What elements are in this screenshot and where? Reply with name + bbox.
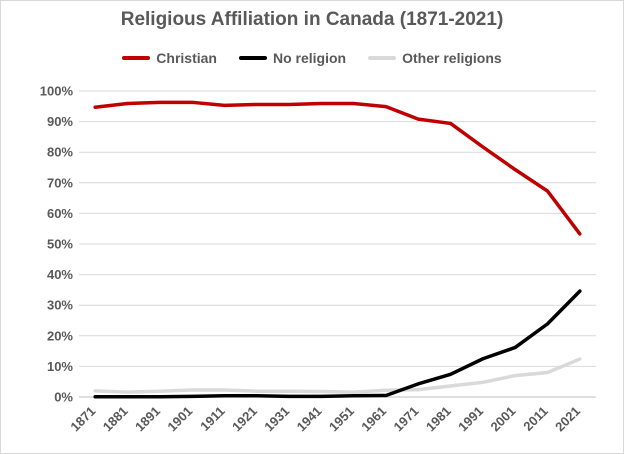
legend-swatch-other-religions: [368, 56, 397, 60]
other-religions-series-line: [93, 357, 582, 394]
x-tick-label: 1911: [197, 403, 228, 434]
x-tick-label: 1941: [294, 403, 325, 434]
legend-label-no-religion: No religion: [272, 50, 347, 66]
x-tick-label: 1871: [67, 403, 98, 434]
x-tick-label: 1951: [326, 403, 357, 434]
chart-title: Religious Affiliation in Canada (1871-20…: [120, 9, 504, 30]
y-tick-label: 100%: [40, 84, 74, 99]
x-tick-label: 1891: [132, 403, 163, 434]
christian-series-line: [93, 100, 582, 236]
y-tick-label: 40%: [47, 267, 73, 282]
legend-label-christian: Christian: [156, 50, 217, 66]
y-tick-label: 10%: [47, 359, 73, 374]
x-tick-label: 1981: [423, 403, 454, 434]
y-tick-label: 0%: [54, 390, 73, 405]
x-tick-label: 1931: [261, 403, 292, 434]
x-tick-label: 1881: [100, 403, 131, 434]
no-religion-series-line: [93, 289, 582, 399]
legend-item-no-religion: No religion: [238, 50, 347, 66]
y-tick-label: 20%: [47, 328, 73, 343]
y-tick-label: 80%: [47, 145, 73, 160]
y-tick-label: 30%: [47, 298, 73, 313]
legend-swatch-christian: [122, 56, 151, 60]
x-tick-label: 1901: [164, 403, 195, 434]
chart-legend: Christian No religion Other religions: [1, 50, 623, 66]
y-tick-label: 90%: [47, 114, 73, 129]
legend-item-other-religions: Other religions: [368, 50, 502, 66]
x-tick-label: 2011: [520, 403, 551, 434]
legend-label-other-religions: Other religions: [402, 50, 502, 66]
x-tick-label: 1961: [358, 403, 389, 434]
y-tick-label: 70%: [47, 175, 73, 190]
x-tick-label: 2001: [487, 403, 518, 434]
x-tick-label: 1971: [391, 403, 422, 434]
y-tick-label: 60%: [47, 206, 73, 221]
legend-swatch-no-religion: [238, 56, 267, 60]
x-tick-label: 1991: [455, 403, 486, 434]
x-tick-label: 1921: [229, 403, 260, 434]
y-tick-label: 50%: [47, 237, 73, 252]
legend-item-christian: Christian: [122, 50, 217, 66]
x-tick-label: 2021: [552, 403, 583, 434]
